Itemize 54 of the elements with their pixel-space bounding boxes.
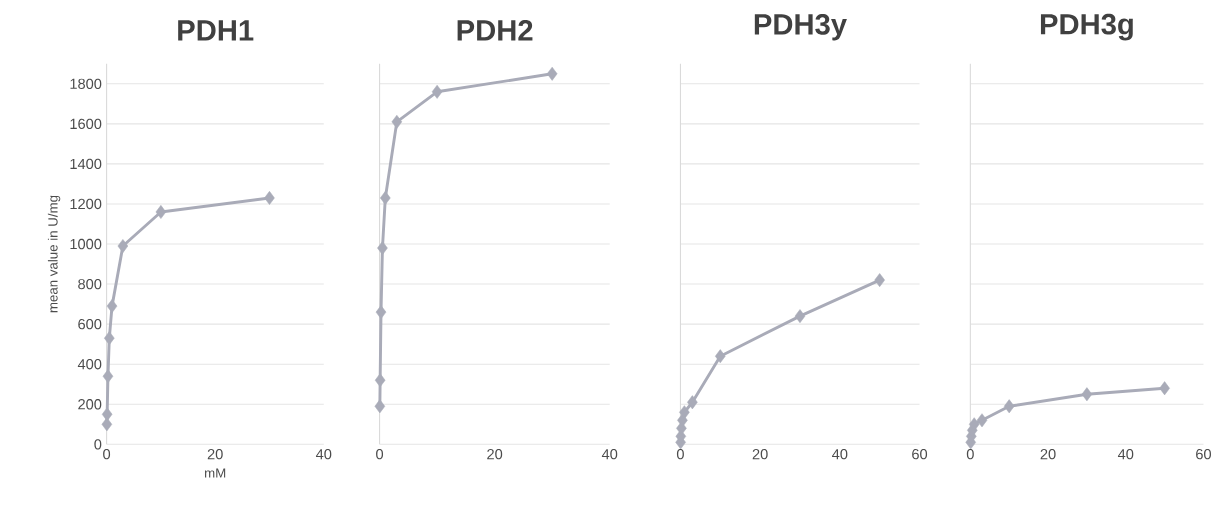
- point: [1003, 399, 1015, 414]
- point: [380, 191, 391, 205]
- y-tick-label: 600: [78, 318, 102, 330]
- x-tick-label: 40: [601, 449, 618, 460]
- y-tick-label: 1600: [70, 118, 102, 129]
- chart-title: PDH3g: [1040, 13, 1133, 41]
- y-tick-label: 0: [94, 439, 102, 450]
- y-tick-label: 1000: [70, 238, 102, 250]
- x-tick-label: 20: [207, 449, 223, 460]
- point: [374, 373, 386, 388]
- point: [1159, 381, 1170, 396]
- point: [155, 205, 167, 219]
- y-tick-label: 1800: [70, 78, 102, 89]
- x-axis-title: mM: [204, 468, 226, 478]
- point: [679, 405, 690, 420]
- y-axis-title: mean value in U/mg: [47, 195, 61, 313]
- point: [106, 299, 118, 313]
- point: [377, 241, 388, 255]
- x-tick-label: 40: [315, 449, 332, 460]
- point: [874, 273, 885, 287]
- x-tick-label: 20: [1040, 449, 1056, 460]
- chart-title: PDH1: [178, 20, 254, 41]
- chart-title: PDH2: [457, 20, 533, 41]
- x-tick-label: 60: [912, 449, 928, 460]
- x-tick-label: 20: [487, 449, 503, 460]
- chart-title: PDH3y: [754, 13, 847, 41]
- y-tick-label: 800: [78, 278, 102, 290]
- x-tick-label: 40: [1117, 449, 1134, 460]
- x-tick-label: 60: [1196, 449, 1211, 460]
- point: [264, 191, 275, 205]
- point: [687, 395, 698, 410]
- y-tick-label: 200: [78, 399, 102, 410]
- x-tick-label: 0: [676, 449, 684, 460]
- point: [101, 407, 113, 422]
- point: [794, 309, 806, 324]
- x-tick-label: 20: [752, 449, 768, 460]
- y-tick-label: 400: [77, 359, 102, 370]
- point: [546, 66, 558, 81]
- point: [391, 114, 403, 129]
- point: [431, 84, 443, 99]
- y-tick-label: 1400: [70, 158, 102, 170]
- point: [976, 413, 988, 428]
- point: [104, 331, 115, 346]
- x-tick-label: 40: [832, 449, 848, 460]
- point: [1081, 387, 1093, 402]
- y-tick-label: 1200: [70, 198, 102, 210]
- x-tick-label: 0: [103, 449, 111, 460]
- point: [374, 399, 386, 414]
- point: [117, 239, 129, 253]
- point: [375, 305, 387, 320]
- x-tick-label: 0: [966, 449, 974, 460]
- point: [102, 369, 114, 384]
- point: [715, 349, 726, 364]
- x-tick-label: 0: [376, 449, 384, 460]
